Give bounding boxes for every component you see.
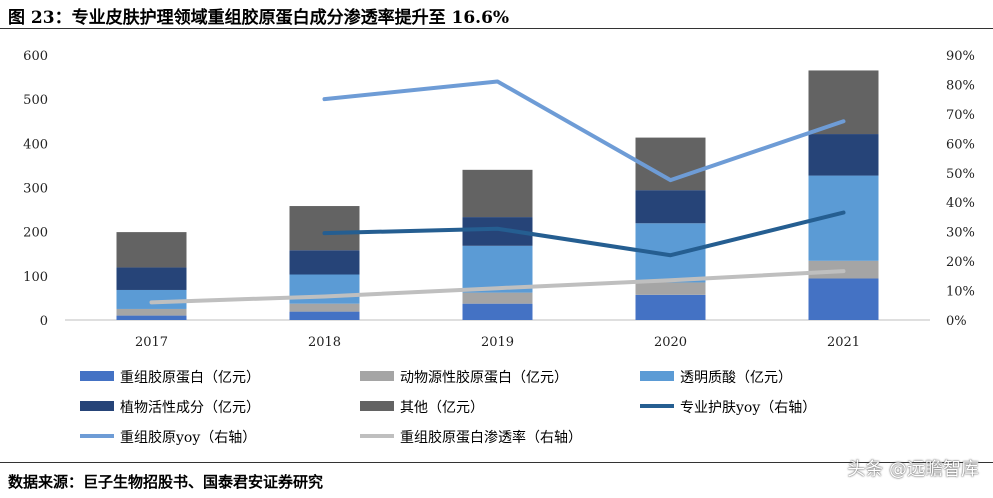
line-series bbox=[322, 210, 846, 258]
bar-segment bbox=[462, 245, 533, 293]
bar-segment bbox=[289, 250, 360, 275]
x-tick-label: 2017 bbox=[135, 335, 168, 350]
legend-label: 动物源性胶原蛋白（亿元） bbox=[400, 369, 568, 386]
bar-segment bbox=[808, 134, 879, 176]
bar-segment bbox=[289, 311, 360, 320]
watermark: 头条 @远瞻智库 bbox=[847, 459, 979, 480]
y-right-tick-label: 10% bbox=[946, 285, 975, 300]
legend-label: 其他（亿元） bbox=[400, 400, 484, 416]
legend-label: 专业护肤yoy（右轴） bbox=[680, 400, 816, 416]
chart-bars bbox=[116, 70, 879, 320]
y-right-tick-label: 60% bbox=[946, 137, 975, 152]
y-right-tick-label: 80% bbox=[946, 78, 975, 93]
y-right-tick-label: 20% bbox=[946, 255, 975, 270]
legend-label: 重组胶原蛋白渗透率（右轴） bbox=[400, 429, 582, 446]
legend-swatch bbox=[360, 371, 394, 381]
source-divider bbox=[0, 462, 993, 463]
x-tick-label: 2020 bbox=[654, 335, 687, 350]
legend-label: 透明质酸（亿元） bbox=[680, 370, 792, 386]
bar-segment bbox=[289, 206, 360, 251]
legend-label: 重组胶原yoy（右轴） bbox=[120, 429, 256, 446]
bar-segment bbox=[116, 315, 187, 320]
y-left-tick-label: 500 bbox=[23, 93, 48, 108]
legend-label: 植物活性成分（亿元） bbox=[120, 400, 260, 416]
bar-segment bbox=[462, 292, 533, 304]
y-right-tick-label: 50% bbox=[946, 167, 975, 182]
figure-title: 图 23：专业皮肤护理领域重组胶原蛋白成分渗透率提升至 16.6% bbox=[8, 8, 510, 28]
x-tick-label: 2021 bbox=[827, 335, 860, 350]
chart-axes: 0 100 200 300 400 500 600 0% 10% 20% 30% 40% 50% 60% 7… bbox=[23, 49, 975, 350]
y-left-tick-label: 200 bbox=[23, 226, 48, 241]
bar-segment bbox=[116, 289, 187, 309]
legend-swatch bbox=[80, 401, 114, 411]
x-tick-label: 2018 bbox=[308, 335, 341, 350]
y-left-tick-label: 0 bbox=[40, 314, 48, 329]
bar-segment bbox=[462, 303, 533, 320]
legend-swatch bbox=[640, 371, 674, 381]
bar-segment bbox=[462, 169, 533, 218]
y-left-tick-label: 400 bbox=[23, 137, 48, 152]
bar-segment bbox=[635, 190, 706, 224]
y-right-tick-label: 40% bbox=[946, 196, 975, 211]
title-divider bbox=[0, 28, 993, 29]
bar-segment bbox=[116, 308, 187, 316]
y-right-tick-label: 70% bbox=[946, 108, 975, 123]
chart-lines bbox=[149, 79, 846, 305]
bar-segment bbox=[289, 274, 360, 304]
x-tick-label: 2019 bbox=[481, 335, 514, 350]
y-left-tick-label: 300 bbox=[23, 182, 48, 197]
bar-segment bbox=[289, 303, 360, 312]
line-series bbox=[149, 269, 846, 305]
bar-segment bbox=[635, 282, 706, 295]
y-right-tick-label: 30% bbox=[946, 226, 975, 241]
bar-segment bbox=[635, 294, 706, 320]
bar-segment bbox=[116, 232, 187, 268]
legend-swatch bbox=[360, 401, 394, 411]
line-series bbox=[322, 79, 846, 183]
bar-segment bbox=[808, 278, 879, 320]
bar-segment bbox=[116, 267, 187, 290]
legend-label: 重组胶原蛋白（亿元） bbox=[120, 369, 260, 386]
legend-swatch bbox=[80, 371, 114, 381]
y-right-tick-label: 90% bbox=[946, 49, 975, 64]
chart-legend: 重组胶原蛋白（亿元） 动物源性胶原蛋白（亿元） 透明质酸（亿元） 植物活性成分（亿元）… bbox=[80, 369, 816, 446]
y-left-tick-label: 100 bbox=[23, 270, 48, 285]
y-left-tick-label: 600 bbox=[23, 49, 48, 64]
bar-segment bbox=[808, 70, 879, 135]
stacked-bar-line-chart: 0 100 200 300 400 500 600 0% 10% 20% 30% 40% 50% 60% 7… bbox=[23, 49, 975, 446]
source-note: 数据来源：巨子生物招股书、国泰君安证券研究 bbox=[8, 473, 324, 491]
y-right-tick-label: 0% bbox=[946, 314, 967, 329]
